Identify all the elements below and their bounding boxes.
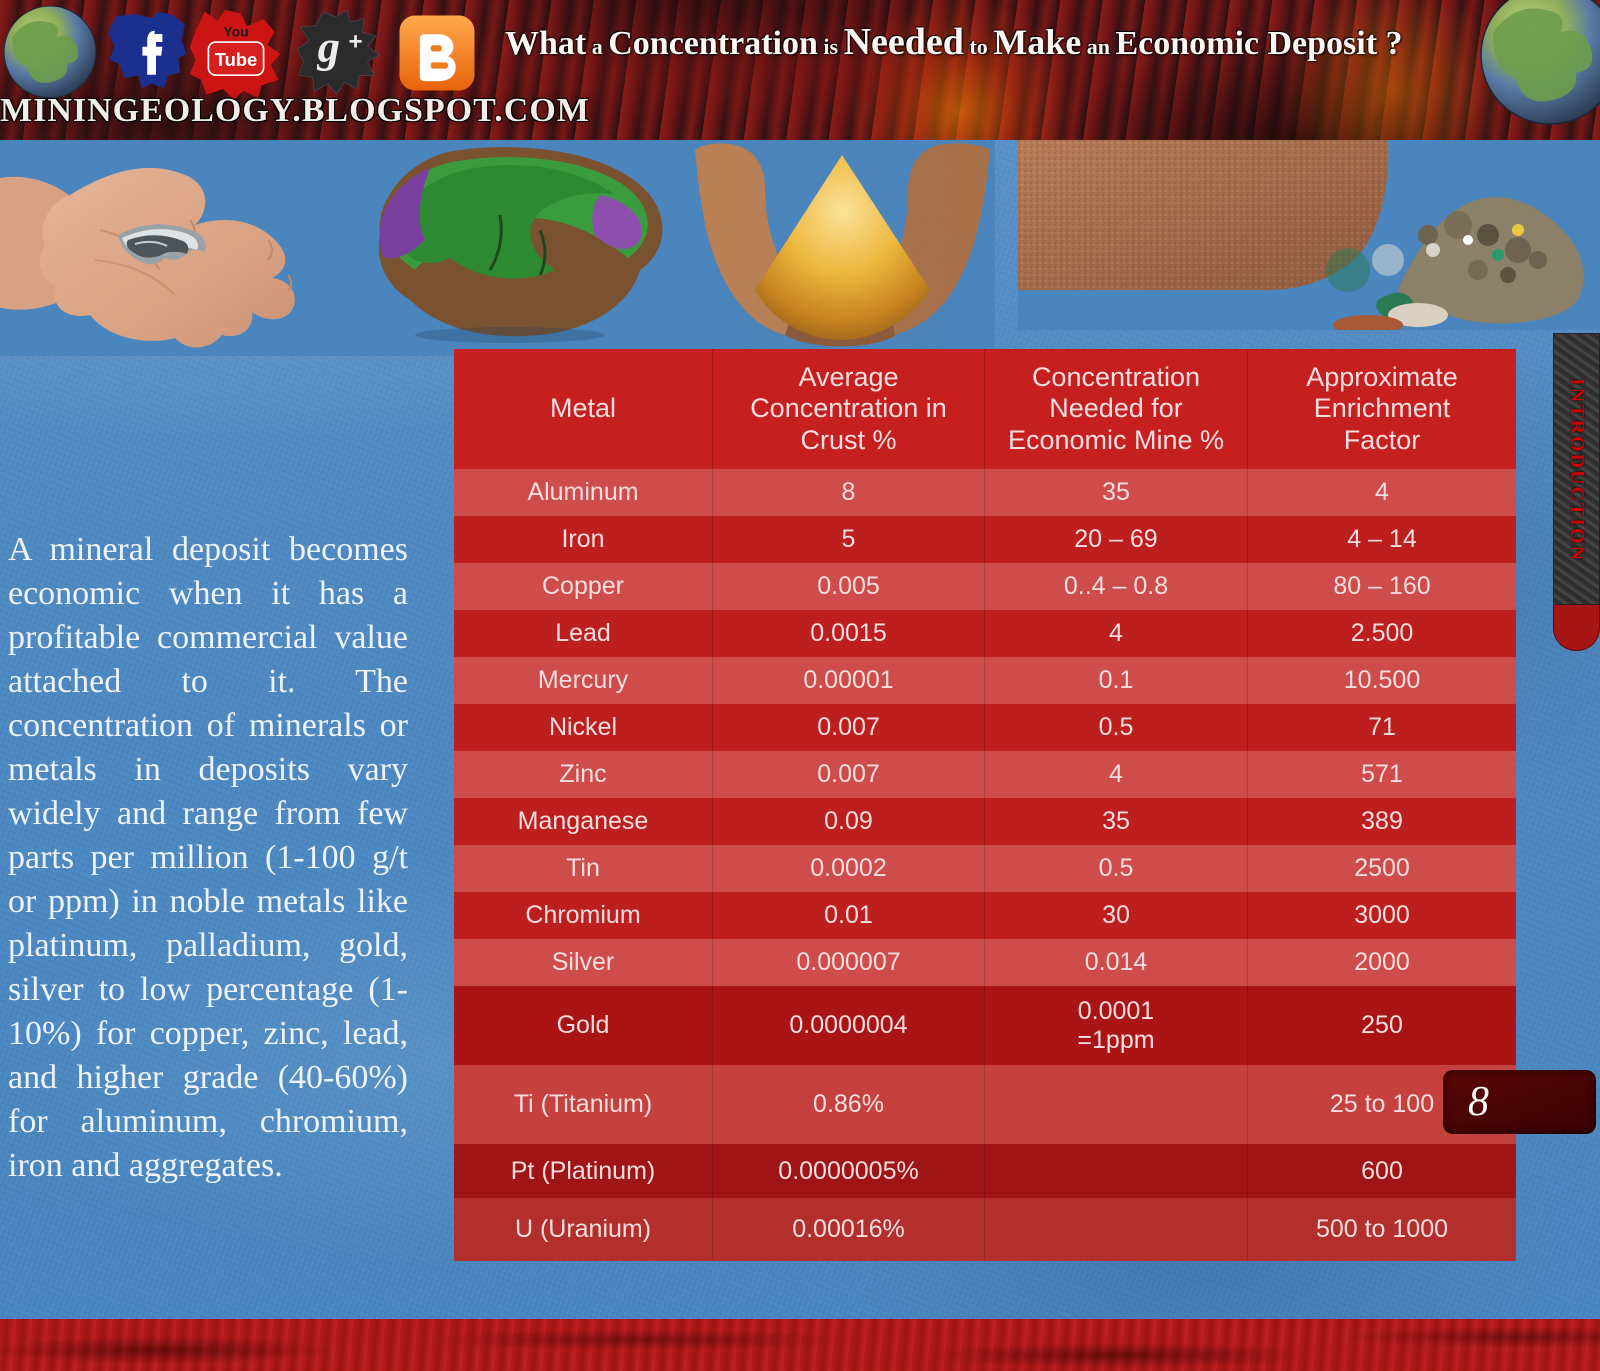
svg-text:g: g	[317, 22, 340, 72]
svg-text:Tube: Tube	[215, 49, 258, 70]
svg-text:You: You	[223, 25, 248, 40]
svg-text:+: +	[348, 29, 362, 56]
